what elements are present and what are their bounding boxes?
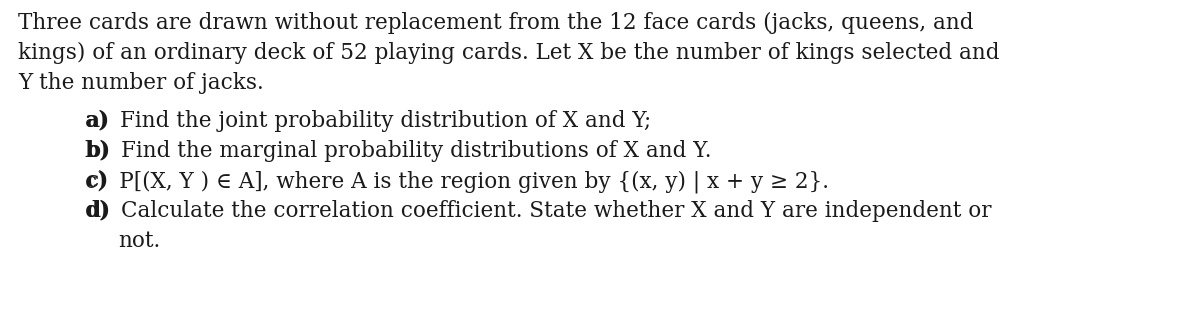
Text: c): c) xyxy=(85,170,108,192)
Text: Y the number of jacks.: Y the number of jacks. xyxy=(18,72,264,94)
Text: b): b) xyxy=(85,140,110,162)
Text: kings) of an ordinary deck of 52 playing cards. Let X be the number of kings sel: kings) of an ordinary deck of 52 playing… xyxy=(18,42,1000,64)
Text: a)  Find the joint probability distribution of X and Y;: a) Find the joint probability distributi… xyxy=(85,110,652,132)
Text: not.: not. xyxy=(118,230,161,252)
Text: b)  Find the marginal probability distributions of X and Y.: b) Find the marginal probability distrib… xyxy=(85,140,712,162)
Text: Three cards are drawn without replacement from the 12 face cards (jacks, queens,: Three cards are drawn without replacemen… xyxy=(18,12,973,34)
Text: a): a) xyxy=(85,110,109,132)
Text: c)  P[(X, Y ) ∈ A], where A is the region given by {(x, y) | x + y ≥ 2}.: c) P[(X, Y ) ∈ A], where A is the region… xyxy=(85,170,829,193)
Text: d): d) xyxy=(85,200,110,222)
Text: d)  Calculate the correlation coefficient. State whether X and Y are independent: d) Calculate the correlation coefficient… xyxy=(85,200,991,222)
